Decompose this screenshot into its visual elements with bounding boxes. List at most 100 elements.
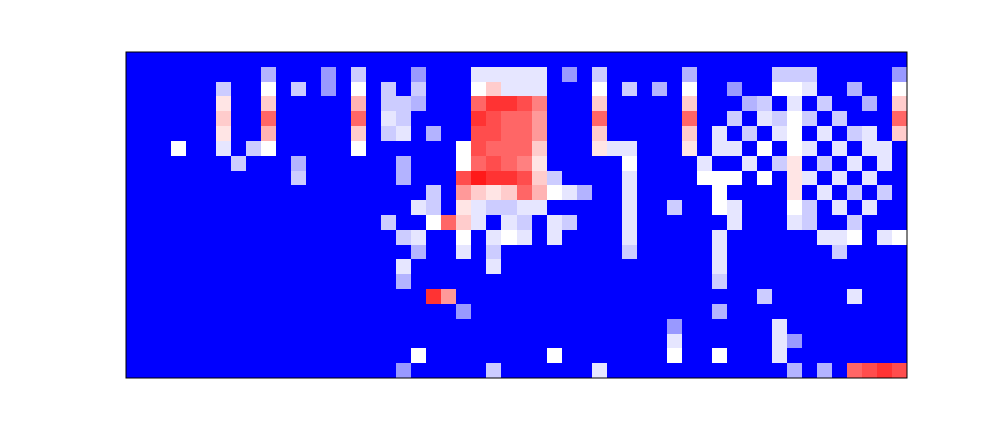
- heatmap-cell: [366, 126, 382, 141]
- heatmap-cell: [622, 96, 638, 111]
- heatmap-cell: [291, 200, 307, 215]
- heatmap-cell: [396, 304, 412, 319]
- heatmap-cell: [862, 289, 878, 304]
- heatmap-cell: [366, 230, 382, 245]
- heatmap-cell: [411, 171, 427, 186]
- heatmap-cell: [667, 230, 683, 245]
- heatmap-cell: [351, 185, 367, 200]
- heatmap-cell: [547, 171, 563, 186]
- heatmap-cell: [441, 259, 457, 274]
- heatmap-cell: [892, 82, 907, 97]
- heatmap-cell: [366, 363, 382, 378]
- heatmap-cell: [456, 230, 472, 245]
- heatmap-cell: [757, 82, 773, 97]
- heatmap-cell: [697, 289, 713, 304]
- heatmap-cell: [336, 334, 352, 349]
- heatmap-cell: [682, 200, 698, 215]
- heatmap-cell: [381, 259, 397, 274]
- heatmap-cell: [396, 141, 412, 156]
- heatmap-cell: [276, 289, 292, 304]
- heatmap-cell: [787, 141, 803, 156]
- heatmap-cell: [456, 141, 472, 156]
- heatmap-cell: [802, 171, 818, 186]
- heatmap-cell: [306, 230, 322, 245]
- heatmap-cell: [772, 52, 788, 67]
- heatmap-cell: [622, 334, 638, 349]
- heatmap-cell: [201, 185, 217, 200]
- heatmap-cell: [336, 274, 352, 289]
- heatmap-cell: [712, 215, 728, 230]
- heatmap-cell: [426, 67, 442, 82]
- heatmap-cell: [532, 67, 548, 82]
- heatmap-cell: [562, 111, 578, 126]
- heatmap-cell: [697, 215, 713, 230]
- heatmap-cell: [892, 141, 907, 156]
- heatmap-cell: [156, 319, 172, 334]
- heatmap-cell: [682, 348, 698, 363]
- heatmap-cell: [306, 126, 322, 141]
- heatmap-cell: [832, 334, 848, 349]
- heatmap-cell: [366, 334, 382, 349]
- heatmap-cell: [817, 96, 833, 111]
- heatmap-cell: [141, 348, 157, 363]
- heatmap-cell: [712, 319, 728, 334]
- heatmap-cell: [366, 259, 382, 274]
- heatmap-cell: [892, 215, 907, 230]
- heatmap-cell: [547, 274, 563, 289]
- heatmap-cell: [396, 363, 412, 378]
- heatmap-cell: [772, 67, 788, 82]
- heatmap-cell: [877, 245, 893, 260]
- heatmap-cell: [186, 82, 202, 97]
- heatmap-cell: [126, 126, 142, 141]
- heatmap-cell: [592, 82, 608, 97]
- heatmap-cell: [682, 319, 698, 334]
- heatmap-cell: [727, 200, 743, 215]
- heatmap-cell: [411, 289, 427, 304]
- heatmap-cell: [141, 141, 157, 156]
- heatmap-cell: [832, 185, 848, 200]
- heatmap-cell: [411, 111, 427, 126]
- heatmap-cell: [381, 52, 397, 67]
- heatmap-cell: [517, 304, 533, 319]
- heatmap-cell: [141, 111, 157, 126]
- heatmap-cell: [456, 319, 472, 334]
- heatmap-cell: [667, 334, 683, 349]
- heatmap-cell: [471, 230, 487, 245]
- heatmap-cell: [306, 96, 322, 111]
- heatmap-cell: [351, 259, 367, 274]
- heatmap-cell: [186, 319, 202, 334]
- heatmap-cell: [411, 126, 427, 141]
- heatmap-cell: [246, 156, 262, 171]
- heatmap-cell: [231, 185, 247, 200]
- heatmap-cell: [351, 319, 367, 334]
- heatmap-cell: [471, 82, 487, 97]
- heatmap-cell: [201, 156, 217, 171]
- heatmap-cell: [607, 111, 623, 126]
- heatmap-cell: [532, 82, 548, 97]
- heatmap-cell: [276, 82, 292, 97]
- heatmap-cell: [126, 111, 142, 126]
- heatmap-cell: [231, 274, 247, 289]
- heatmap-cell: [817, 334, 833, 349]
- heatmap-cell: [216, 67, 232, 82]
- heatmap-cell: [261, 304, 277, 319]
- heatmap-cell: [471, 319, 487, 334]
- heatmap-cell: [727, 96, 743, 111]
- heatmap-cell: [802, 259, 818, 274]
- heatmap-cell: [667, 111, 683, 126]
- heatmap-cell: [126, 363, 142, 378]
- heatmap-cell: [727, 230, 743, 245]
- heatmap-cell: [291, 245, 307, 260]
- heatmap-cell: [231, 156, 247, 171]
- heatmap-cell: [486, 230, 502, 245]
- heatmap-cell: [246, 141, 262, 156]
- heatmap-cell: [291, 363, 307, 378]
- heatmap-cell: [366, 52, 382, 67]
- heatmap-cell: [802, 289, 818, 304]
- heatmap-cell: [186, 52, 202, 67]
- heatmap-cell: [171, 304, 187, 319]
- heatmap-cell: [171, 200, 187, 215]
- heatmap-cell: [231, 96, 247, 111]
- heatmap-cell: [577, 289, 593, 304]
- heatmap-cell: [246, 319, 262, 334]
